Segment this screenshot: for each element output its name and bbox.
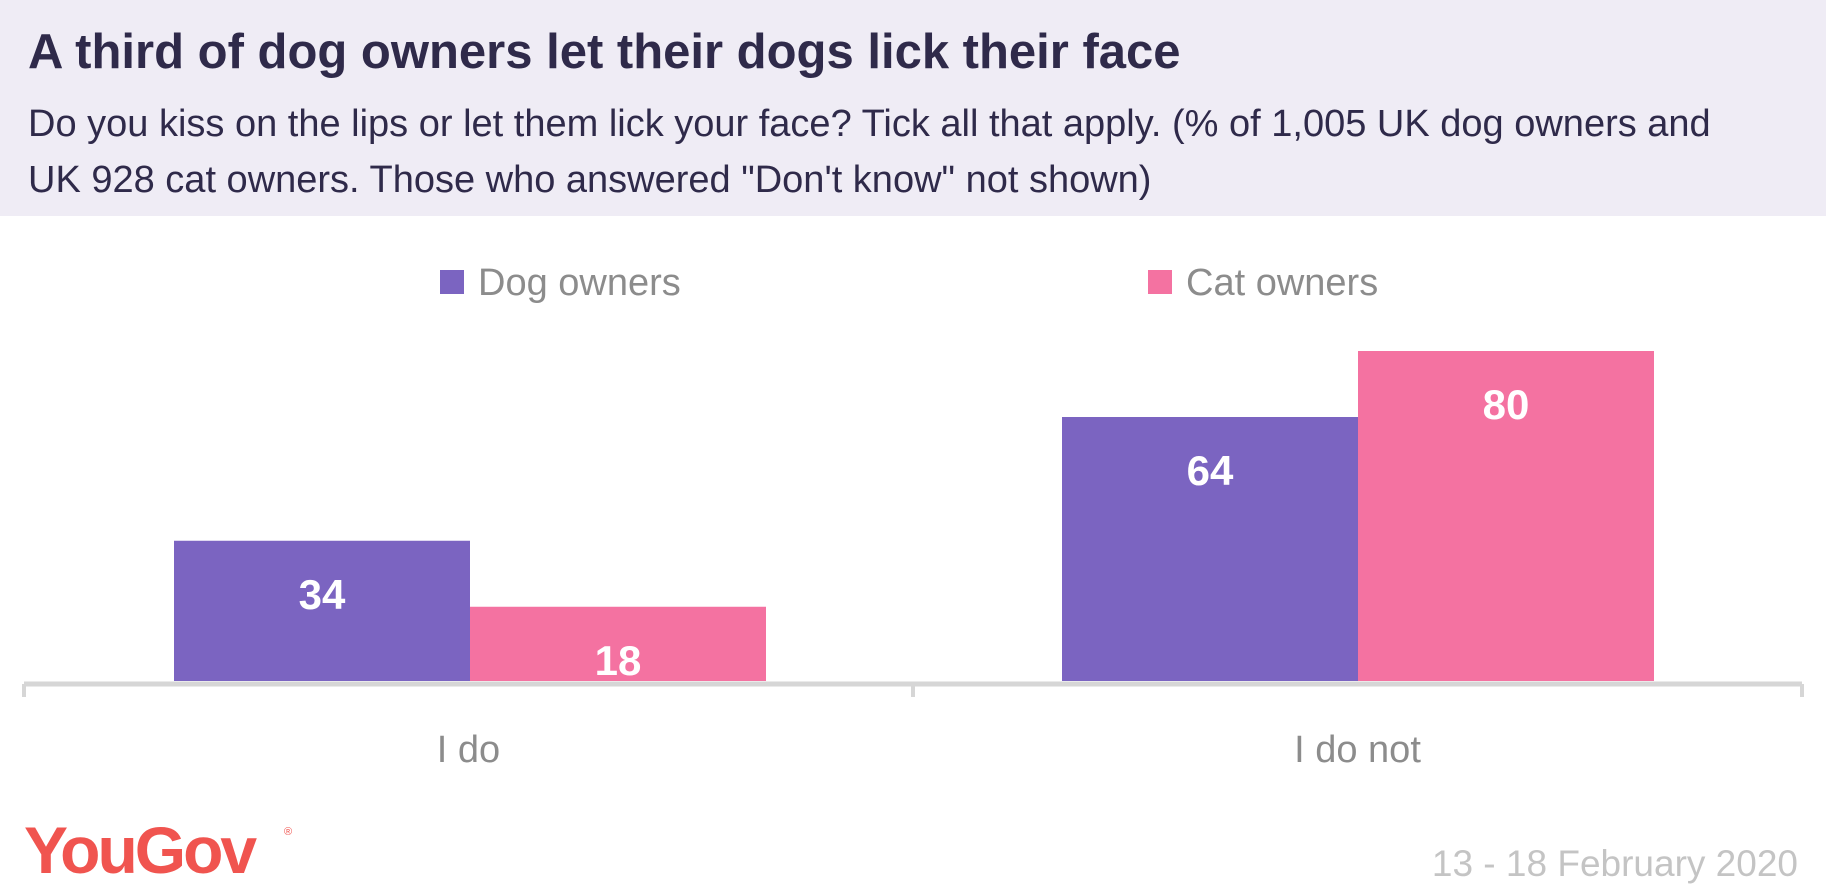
bar-chart: Dog owners Cat owners 34 18 64 80 I do I do n…: [22, 262, 1804, 771]
x-tick-label-i-do: I do: [437, 729, 500, 771]
chart-legend: Dog owners Cat owners: [440, 262, 1378, 304]
bar-cat-owners-i-do: [470, 606, 766, 681]
legend-label-dog-owners: Dog owners: [478, 262, 681, 304]
chart-header: A third of dog owners let their dogs lic…: [0, 0, 1826, 216]
legend-swatch-dog-owners: [440, 270, 464, 294]
bar-dog-owners-i-do-not: [1062, 417, 1358, 681]
data-label-dog-owners-i-do: 34: [299, 571, 346, 618]
x-axis: I do I do not: [22, 681, 1804, 771]
survey-date: 13 - 18 February 2020: [1431, 843, 1798, 884]
data-label-cat-owners-i-do-not: 80: [1483, 381, 1530, 428]
legend-label-cat-owners: Cat owners: [1186, 262, 1378, 304]
data-label-cat-owners-i-do: 18: [595, 637, 642, 684]
bar-dog-owners-i-do: [174, 540, 470, 681]
x-tick-label-i-do-not: I do not: [1294, 729, 1421, 771]
chart-bars: 34 18 64 80: [174, 351, 1654, 684]
yougov-logo: YouGov: [24, 813, 257, 887]
data-label-dog-owners-i-do-not: 64: [1187, 447, 1234, 494]
chart-title: A third of dog owners let their dogs lic…: [28, 25, 1181, 79]
legend-swatch-cat-owners: [1148, 270, 1172, 294]
chart-subtitle: Do you kiss on the lips or let them lick…: [28, 103, 1711, 201]
bar-cat-owners-i-do-not: [1358, 351, 1654, 681]
registered-mark: ®: [284, 826, 293, 838]
